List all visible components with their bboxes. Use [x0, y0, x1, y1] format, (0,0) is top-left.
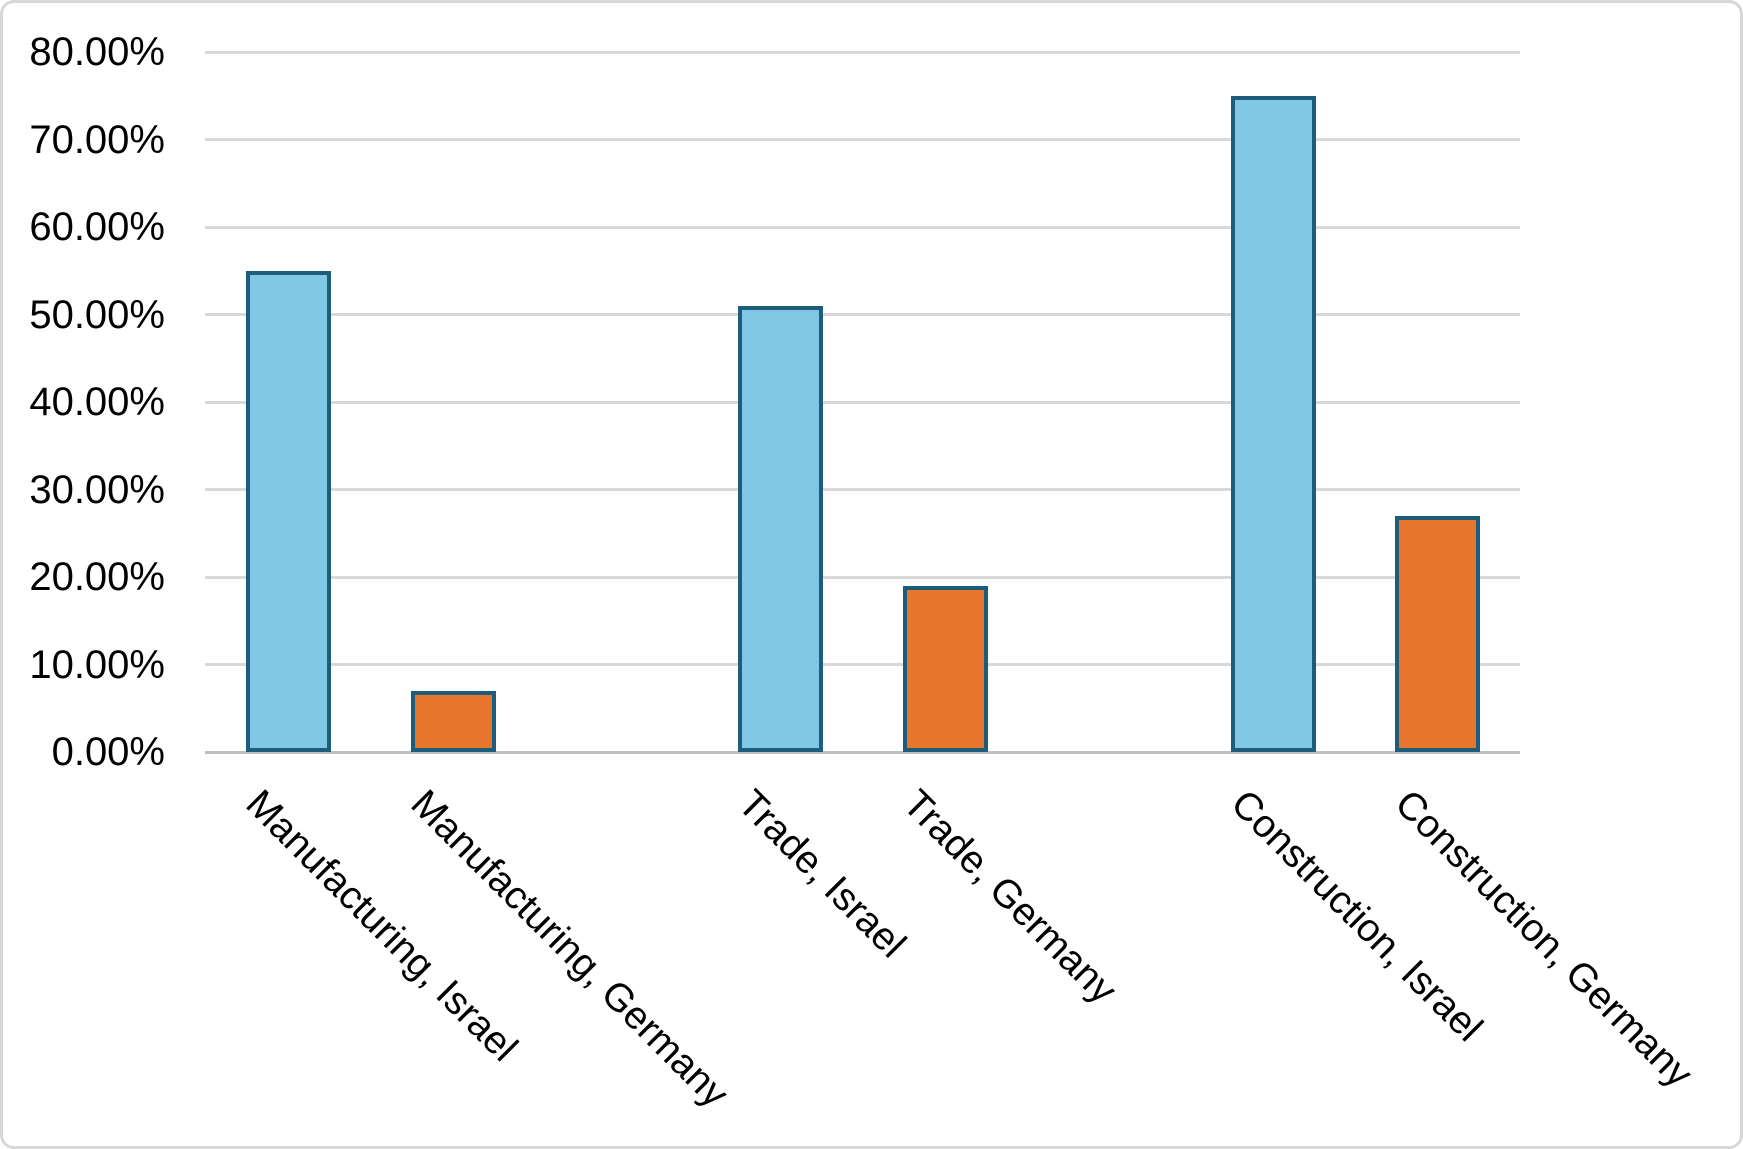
x-category-label-trade-germany: Trade, Germany	[894, 782, 1125, 1013]
bar-construction-israel	[1230, 95, 1316, 752]
bar-construction-germany	[1394, 515, 1480, 752]
y-gridline	[205, 488, 1520, 491]
y-gridline	[205, 225, 1520, 229]
bar-trade-germany	[902, 585, 988, 752]
x-axis-line	[205, 750, 1520, 754]
y-tick-label: 50.00%	[29, 292, 165, 337]
x-category-label-construction-germany: Construction, Germany	[1386, 782, 1701, 1096]
y-tick-label: 60.00%	[29, 205, 165, 249]
y-tick-label: 80.00%	[29, 30, 165, 74]
y-tick-label: 10.00%	[29, 642, 165, 687]
y-tick-label: 70.00%	[29, 117, 165, 162]
y-tick-label: 20.00%	[29, 555, 165, 599]
x-category-label-manufacturing-germany: Manufacturing, Germany	[402, 782, 737, 1116]
x-category-label-trade-israel: Trade, Israel	[729, 782, 914, 967]
bar-trade-israel	[737, 305, 823, 752]
y-gridline	[205, 400, 1520, 404]
y-tick-label: 0.00%	[51, 730, 165, 774]
y-gridline	[205, 50, 1520, 54]
y-tick-label: 40.00%	[29, 380, 165, 424]
bar-manufacturing-israel	[245, 270, 331, 752]
bar-manufacturing-germany	[410, 690, 496, 752]
x-category-label-manufacturing-israel: Manufacturing, Israel	[237, 782, 526, 1070]
y-gridline	[205, 138, 1520, 141]
y-gridline	[205, 575, 1520, 579]
y-gridline	[205, 313, 1520, 316]
y-gridline	[205, 663, 1520, 666]
y-tick-label: 30.00%	[29, 467, 165, 512]
